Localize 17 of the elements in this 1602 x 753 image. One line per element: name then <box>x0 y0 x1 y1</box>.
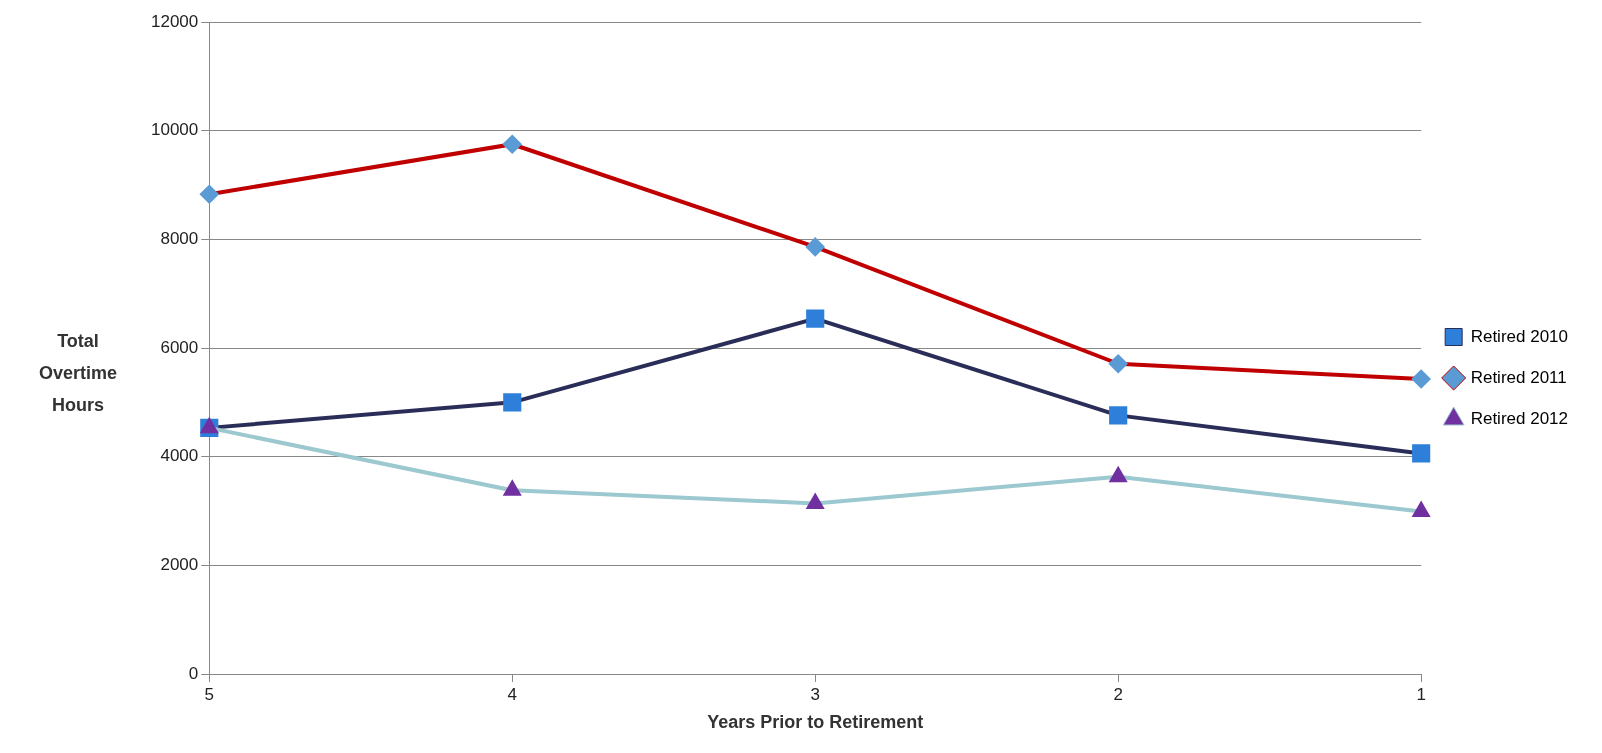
y-tick-label: 2000 <box>160 555 199 575</box>
x-tick-label: 3 <box>810 684 820 704</box>
y-axis-title: Total Overtime Hours <box>37 330 118 417</box>
y-tick-label: 0 <box>188 663 199 683</box>
y-tick-label: 6000 <box>160 337 199 357</box>
x-tick-label: 5 <box>204 684 215 704</box>
x-axis-title: Years Prior to Retirement <box>707 712 924 733</box>
legend-label: Retired 2011 <box>1470 367 1567 387</box>
x-tick-label: 4 <box>507 684 517 704</box>
legend-label: Retired 2010 <box>1470 326 1568 346</box>
y-tick-label: 12000 <box>150 11 199 31</box>
x-tick-label: 2 <box>1113 684 1123 704</box>
x-tick-label: 1 <box>1416 684 1426 704</box>
y-tick-label: 10000 <box>150 120 199 140</box>
y-tick-label: 8000 <box>160 229 199 249</box>
y-tick-label: 4000 <box>160 446 199 466</box>
legend-label: Retired 2012 <box>1470 408 1568 428</box>
